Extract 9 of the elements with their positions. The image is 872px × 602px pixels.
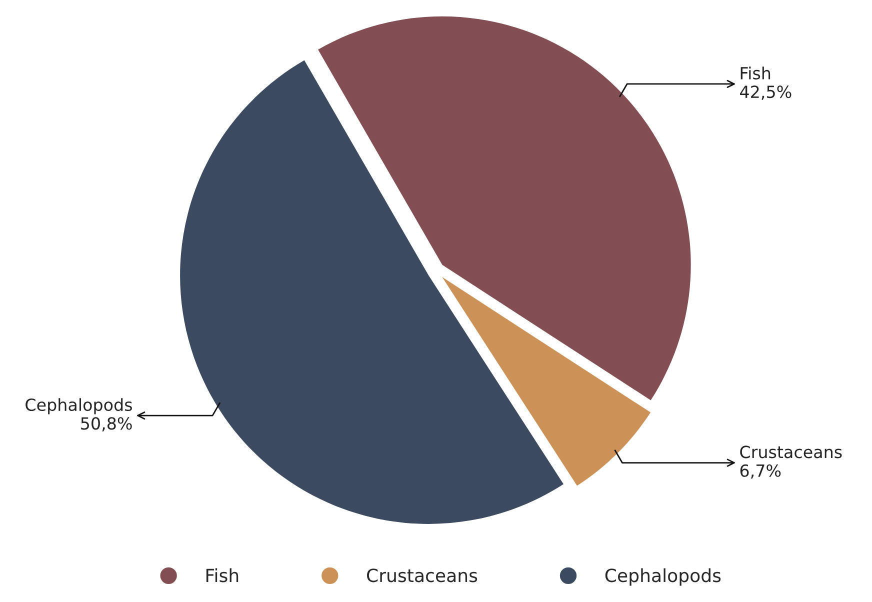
- legend-label: Fish: [206, 568, 238, 582]
- slice-label: Cephalopods: [26, 398, 132, 414]
- legend-label: Crustaceans: [367, 568, 478, 582]
- data-label: 50,8%: [81, 417, 132, 432]
- legend-label: Cephalopods: [605, 568, 721, 586]
- data-label: 6,7%: [740, 464, 781, 479]
- slice-label: Crustaceans: [740, 446, 842, 458]
- data-label: 42,5%: [740, 86, 792, 100]
- slice-label: Fish: [740, 66, 770, 80]
